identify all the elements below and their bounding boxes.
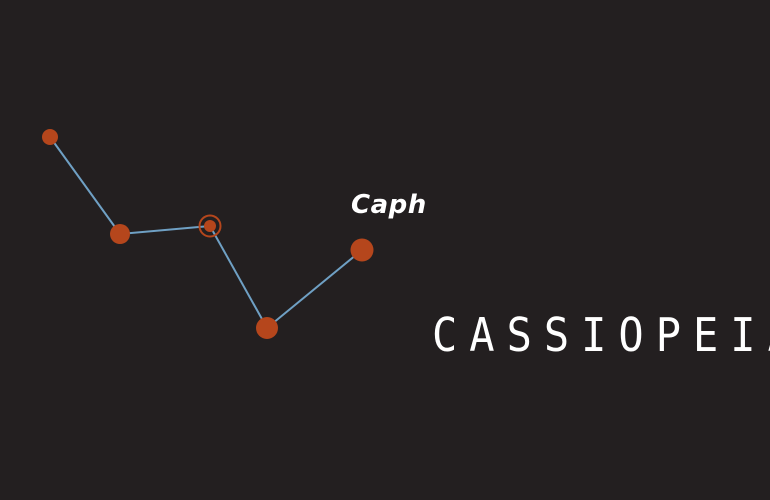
star-3: [204, 220, 216, 232]
star-2: [110, 224, 130, 244]
constellation-lines: [49, 136, 363, 329]
star-label-caph: Caph: [351, 190, 427, 220]
star-1: [42, 129, 58, 145]
star-caph: [350, 238, 374, 262]
stars: [42, 129, 374, 339]
line-segment-2: [119, 225, 211, 235]
star-3-ring: [198, 214, 222, 238]
line-segment-4: [266, 249, 363, 329]
star-3-variable: [198, 214, 222, 238]
star-4: [256, 317, 278, 339]
constellation-name: CASSIOPEIA: [432, 308, 770, 362]
line-segment-1: [49, 136, 121, 235]
line-segment-3: [209, 225, 268, 329]
